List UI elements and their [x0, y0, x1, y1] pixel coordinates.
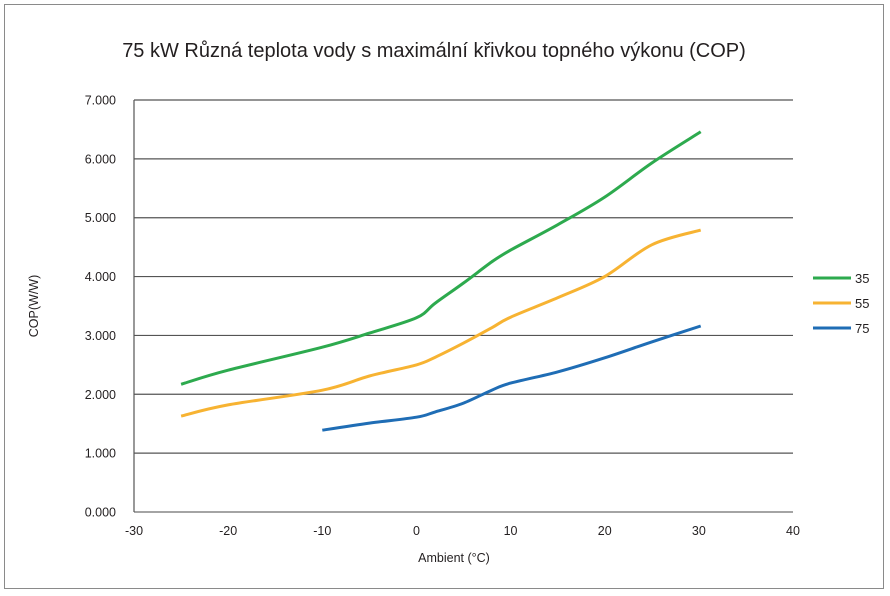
legend-label-55: 55: [855, 296, 869, 311]
y-tick-label: 2.000: [85, 388, 116, 402]
x-tick-label: -20: [219, 524, 237, 538]
y-tick-label: 1.000: [85, 447, 116, 461]
series-line-75: [322, 324, 702, 432]
y-tick-label: 4.000: [85, 270, 116, 284]
chart-title: 75 kW Různá teplota vody s maximální kři…: [122, 40, 746, 62]
gridlines: [134, 99, 793, 513]
legend-label-35: 35: [855, 271, 869, 286]
x-tick-label: 0: [413, 524, 420, 538]
series-line-55: [180, 228, 702, 418]
y-axis-label: COP(W/W): [27, 275, 41, 337]
x-tick-label: -10: [313, 524, 331, 538]
x-tick-label: 10: [504, 524, 518, 538]
legend: 35 55 75: [813, 271, 869, 336]
y-tick-label: 6.000: [85, 152, 116, 166]
x-tick-label: 20: [598, 524, 612, 538]
chart-frame: [4, 4, 884, 589]
series-line-35: [180, 130, 702, 386]
y-tick-label: 3.000: [85, 329, 116, 343]
x-tick-label: -30: [125, 524, 143, 538]
x-axis-label: Ambient (°C): [418, 551, 490, 565]
y-tick-label: 7.000: [85, 94, 116, 108]
y-tick-label: 0.000: [85, 506, 116, 520]
series-lines: [180, 130, 702, 432]
y-tick-label: 5.000: [85, 211, 116, 225]
y-tick-labels: 0.000 1.000 2.000 3.000 4.000 5.000 6.000 7.000: [85, 94, 116, 520]
x-tick-label: 40: [786, 524, 800, 538]
x-tick-label: 30: [692, 524, 706, 538]
legend-label-75: 75: [855, 321, 869, 336]
x-tick-labels: -30 -20 -10 0 10 20 30 40: [125, 524, 800, 538]
